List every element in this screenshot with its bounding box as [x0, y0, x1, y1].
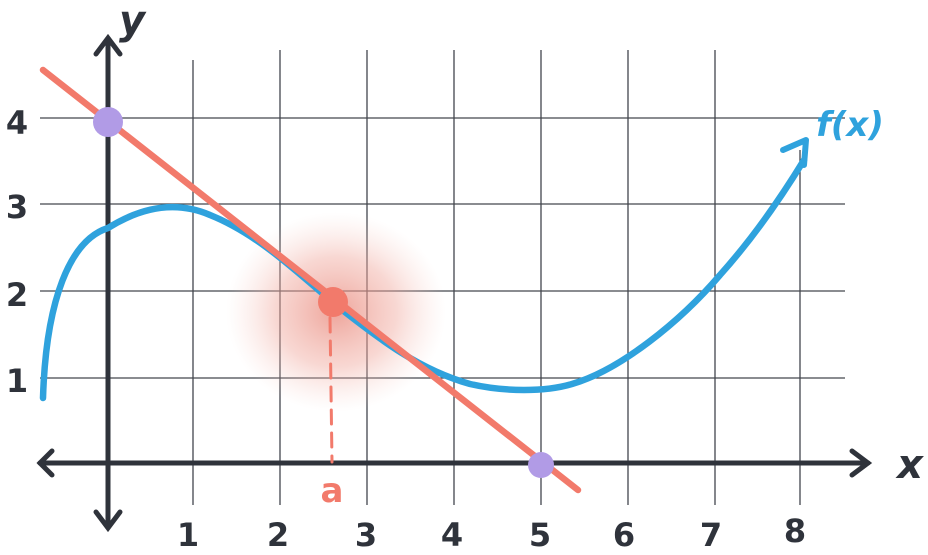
y-axis-name: y [119, 0, 147, 44]
x-tick-label: 7 [700, 516, 722, 554]
y-tick-label: 2 [6, 276, 28, 314]
tangent-point-drop-line [328, 316, 334, 464]
x-axis-arrow-right-icon [849, 448, 873, 478]
y-intercept-marker [93, 107, 123, 137]
y-tick-labels: 1 2 3 4 [6, 104, 28, 400]
x-tick-label: 5 [529, 516, 551, 554]
grid [40, 50, 845, 505]
x-tick-label: 3 [355, 516, 377, 554]
x-axis-arrow-left-icon [36, 448, 55, 478]
y-axis-arrow-down-icon [93, 509, 123, 533]
y-tick-label: 4 [6, 104, 28, 142]
tangent-line [39, 66, 582, 494]
axes [36, 33, 873, 533]
x-tick-label: 2 [267, 516, 289, 554]
x-tick-label: 8 [784, 512, 806, 550]
y-tick-label: 3 [6, 188, 28, 226]
tangent-point-marker [318, 287, 348, 317]
x-axis-name: x [895, 442, 924, 488]
x-tick-label: 1 [177, 516, 199, 554]
x-intercept-marker [528, 452, 554, 478]
x-tick-label: 4 [441, 516, 463, 554]
tangent-point-label: a [321, 471, 344, 511]
y-axis-arrow-up-icon [93, 33, 123, 57]
function-label: f(x) [816, 105, 884, 145]
x-tick-labels: 1 2 3 4 5 6 7 8 [177, 512, 806, 554]
y-tick-label: 1 [6, 362, 28, 400]
function-curve-arrow-icon [780, 137, 809, 168]
x-tick-label: 6 [613, 516, 635, 554]
